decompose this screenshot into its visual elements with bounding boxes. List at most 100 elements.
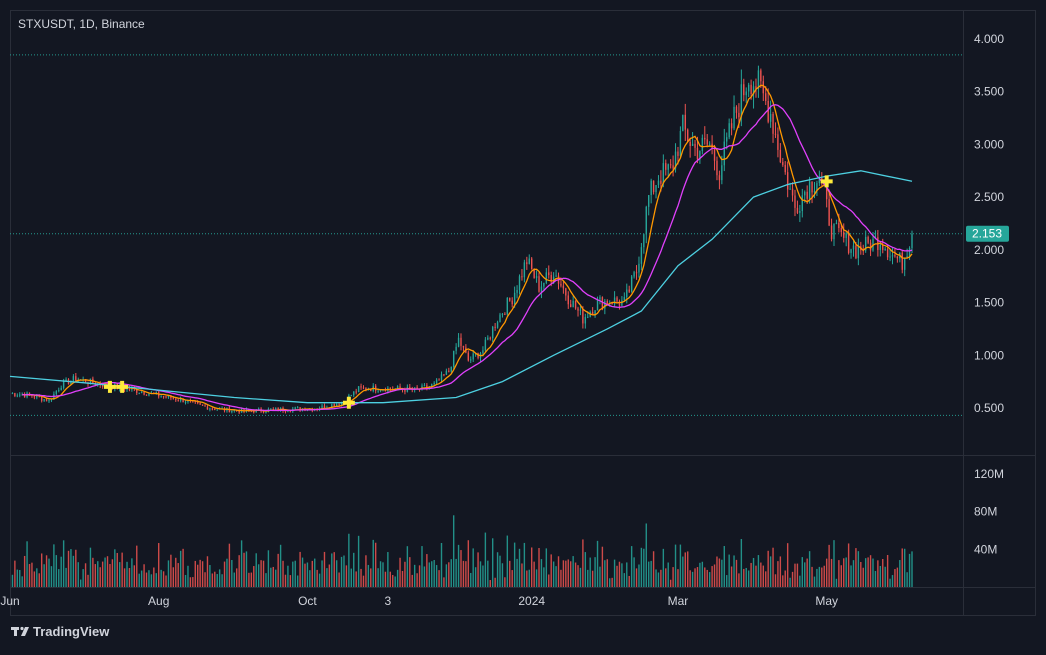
- time-tick-label: Aug: [148, 594, 169, 608]
- volume-bar: [867, 557, 869, 587]
- candle-body: [740, 84, 743, 118]
- volume-bar: [806, 558, 808, 587]
- candle-body: [187, 400, 189, 402]
- candle-body: [362, 387, 365, 389]
- volume-bar: [184, 574, 187, 587]
- candle-body: [172, 398, 175, 400]
- candle-body: [665, 163, 667, 170]
- volume-bar: [713, 564, 716, 587]
- candle-body: [869, 242, 872, 251]
- volume-bar: [584, 552, 587, 587]
- volume-bar: [750, 562, 752, 587]
- candle-body: [652, 180, 655, 193]
- candle-body: [657, 180, 660, 186]
- candle-body: [684, 114, 686, 130]
- candle-body: [33, 395, 36, 398]
- price-axis[interactable]: 4.000 3.500 3.000 2.500 2.000 1.500 1.000 0.500: [974, 32, 1004, 415]
- volume-bar: [650, 560, 652, 587]
- candle-body: [777, 134, 779, 150]
- volume-bar: [148, 570, 150, 587]
- candle-body: [650, 180, 652, 196]
- volume-bar: [572, 556, 574, 587]
- volume-axis[interactable]: 120M 80M 40M: [974, 467, 1004, 556]
- volume-bar: [323, 551, 326, 587]
- volume-bar: [665, 568, 667, 587]
- tradingview-brand-name: TradingView: [33, 624, 110, 639]
- candle-body: [216, 409, 218, 411]
- volume-bar: [228, 543, 231, 587]
- volume-bar: [231, 560, 233, 587]
- candle-body: [864, 236, 867, 251]
- volume-bar: [704, 567, 706, 587]
- volume-bar: [565, 560, 567, 587]
- volume-bar: [72, 555, 75, 587]
- volume-bar: [648, 561, 650, 587]
- candle-body: [565, 288, 567, 296]
- candle-body: [65, 379, 67, 381]
- candle-body: [784, 164, 786, 173]
- volume-bar: [11, 574, 14, 587]
- volume-bar: [738, 573, 740, 587]
- candle-body: [638, 263, 640, 273]
- volume-bar: [275, 569, 277, 587]
- candle-body: [162, 396, 165, 398]
- candle-body: [257, 408, 260, 410]
- volume-bar: [679, 544, 682, 587]
- volume-bar: [669, 579, 672, 587]
- volume-bar: [270, 567, 272, 587]
- candle-body: [482, 350, 484, 354]
- candle-body: [886, 249, 889, 258]
- candle-body: [43, 399, 45, 401]
- volume-bars: [11, 515, 913, 587]
- volume-bar: [265, 573, 267, 587]
- volume-bar: [889, 578, 891, 587]
- volume-bar: [179, 550, 182, 587]
- volume-bar: [233, 572, 235, 587]
- candle-body: [572, 300, 574, 308]
- candle-body: [19, 394, 21, 396]
- tradingview-brand[interactable]: TradingView: [11, 624, 110, 639]
- volume-bar: [726, 575, 728, 587]
- volume-bar: [321, 560, 323, 587]
- volume-bar: [538, 548, 540, 587]
- candle-body: [233, 410, 235, 412]
- volume-bar: [560, 569, 562, 587]
- candle-body: [796, 207, 799, 213]
- time-axis[interactable]: Jun Aug Oct 3 2024 Mar May: [0, 594, 838, 608]
- candle-body: [706, 139, 708, 145]
- volume-bar: [684, 552, 686, 587]
- candle-body: [11, 393, 14, 395]
- candle-body: [843, 232, 845, 238]
- candle-body: [708, 143, 711, 145]
- candle-body: [126, 387, 128, 390]
- volume-bar: [462, 560, 465, 587]
- volume-bar: [528, 569, 530, 587]
- panel-frames: [10, 10, 1036, 616]
- volume-bar: [292, 561, 294, 587]
- volume-bar: [567, 559, 569, 587]
- volume-bar: [136, 545, 138, 587]
- candle-body: [416, 387, 418, 389]
- volume-bar: [114, 549, 116, 587]
- candle-body: [140, 391, 143, 393]
- candle-body: [509, 297, 511, 301]
- volume-bar: [682, 556, 684, 587]
- moving-average-lines: [9, 84, 913, 412]
- candle-body: [772, 113, 774, 134]
- candle-body: [214, 408, 216, 410]
- volume-bar: [440, 542, 443, 587]
- candle-body: [404, 389, 406, 392]
- volume-bar: [448, 562, 450, 587]
- candle-body: [199, 403, 201, 405]
- candle-body: [847, 233, 850, 253]
- volume-bar: [277, 553, 279, 587]
- candle-body: [733, 106, 735, 129]
- candle-body: [231, 410, 233, 413]
- candle-body: [160, 396, 162, 398]
- volume-bar: [211, 573, 214, 587]
- volume-bar: [333, 552, 335, 587]
- volume-bar: [204, 572, 206, 587]
- volume-bar: [662, 548, 665, 587]
